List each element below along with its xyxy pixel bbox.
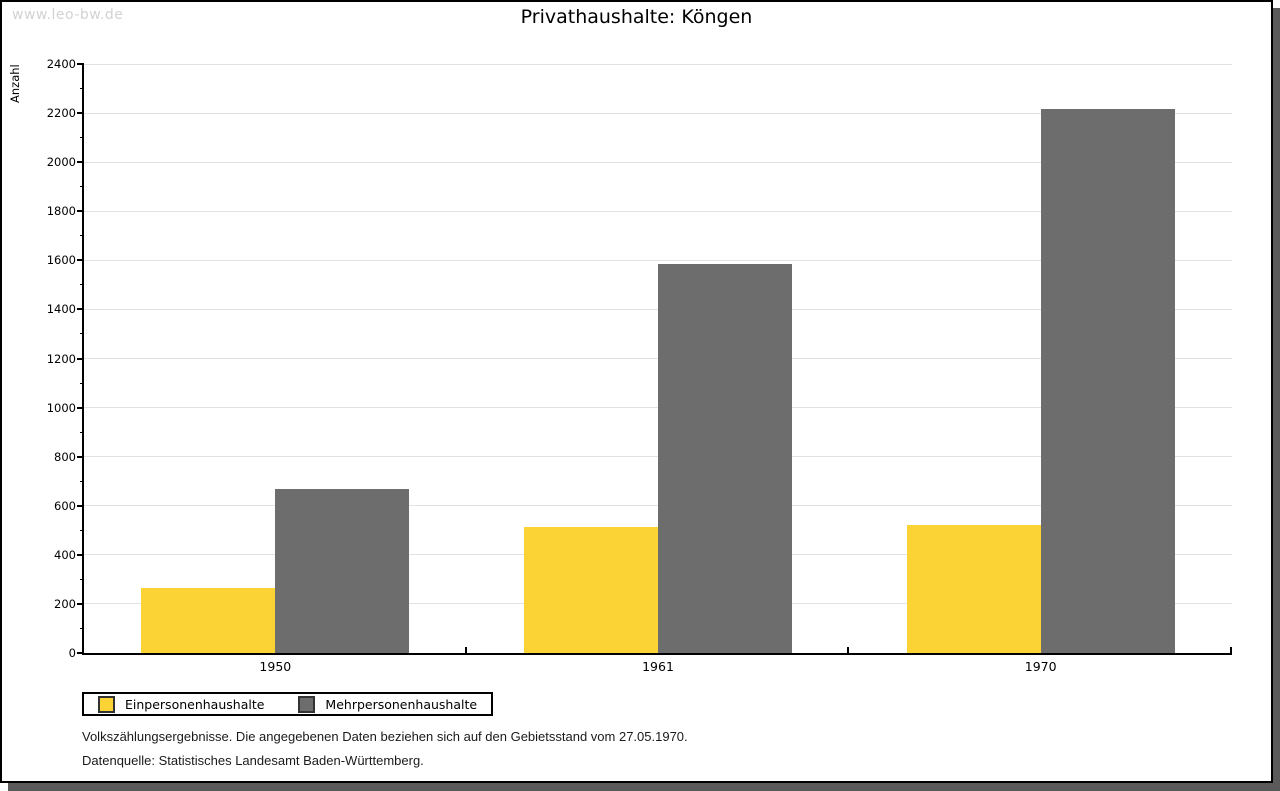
legend-swatch-gray-icon: [298, 695, 316, 713]
y-axis-tick: [77, 652, 84, 654]
bar-mehrpersonenhaushalte-1970: [1040, 109, 1175, 653]
plot-area: 0 200 400 600 800 1000 1200 1400 1600 1800 2000 220…: [2, 2, 1271, 781]
x-axis-line: [82, 653, 1232, 655]
bar-einpersonenhaushalte-1961: [524, 527, 658, 653]
gridline-2200: [84, 112, 1232, 114]
y-axis-tick-label: 1200: [46, 351, 76, 366]
y-axis-tick-label: 2400: [46, 57, 76, 71]
x-axis-tick: [847, 647, 850, 653]
legend: Einpersonenhaushalte Mehrpersonenhaushal…: [82, 692, 494, 716]
gridline-1800: [84, 210, 1232, 212]
legend-item-mehrpersonenhaushalte: Mehrpersonenhaushalte: [298, 695, 478, 713]
y-axis-tick: [77, 161, 84, 164]
x-axis-tick: [1230, 647, 1232, 653]
y-axis-tick: [77, 210, 84, 213]
bar-einpersonenhaushalte-1970: [906, 525, 1041, 653]
y-axis-tick: [77, 112, 84, 115]
x-category-label: 1961: [642, 659, 674, 674]
y-axis-tick-label: 1400: [46, 302, 76, 317]
y-axis-tick-label: 2000: [46, 155, 76, 170]
y-axis-tick: [77, 504, 84, 507]
gridline-2400: [84, 63, 1232, 65]
y-axis-tick-label: 1000: [46, 400, 76, 415]
x-category-label: 1950: [259, 659, 292, 674]
y-axis-tick-label: 1600: [46, 253, 76, 268]
footnote-census: Volkszählungsergebnisse. Die angegebenen…: [82, 729, 688, 744]
y-axis-line: [82, 64, 84, 655]
legend-label-mehrpersonenhaushalte: Mehrpersonenhaushalte: [325, 696, 478, 712]
y-axis-tick-label: 200: [54, 596, 76, 611]
y-axis-tick: [77, 259, 84, 262]
y-axis-tick-label: 1800: [46, 204, 76, 219]
bar-mehrpersonenhaushalte-1950: [275, 489, 410, 653]
watermark: www.leo-bw.de: [12, 7, 124, 23]
y-axis-tick-label: 400: [54, 547, 76, 562]
page-shadow-bottom: [8, 783, 1280, 791]
bar-einpersonenhaushalte-1950: [141, 588, 276, 653]
y-axis-tick: [77, 308, 84, 311]
legend-swatch-yellow-icon: [98, 695, 115, 713]
x-axis-tick: [464, 647, 467, 653]
footnote-source: Datenquelle: Statistisches Landesamt Bad…: [82, 753, 424, 768]
bar-mehrpersonenhaushalte-1961: [658, 264, 792, 653]
gridline-1600: [84, 259, 1232, 261]
y-axis-tick-label: 0: [68, 646, 76, 660]
legend-label-einpersonenhaushalte: Einpersonenhaushalte: [125, 696, 265, 712]
gridline-2000: [84, 161, 1232, 163]
y-axis-tick: [77, 602, 84, 605]
legend-item-einpersonenhaushalte: Einpersonenhaushalte: [98, 695, 265, 713]
chart-title: Privathaushalte: Köngen: [520, 6, 753, 28]
y-axis-tick: [77, 357, 84, 360]
y-axis-tick-label: 800: [54, 449, 76, 464]
y-axis-tick: [77, 553, 84, 556]
y-axis-tick: [77, 406, 84, 409]
y-axis-tick: [77, 455, 84, 458]
x-category-label: 1970: [1024, 659, 1057, 674]
y-axis-tick: [77, 63, 84, 65]
y-axis-tick-label: 2200: [46, 106, 76, 121]
page-shadow-right: [1273, 8, 1280, 791]
y-axis-tick-label: 600: [54, 498, 76, 513]
